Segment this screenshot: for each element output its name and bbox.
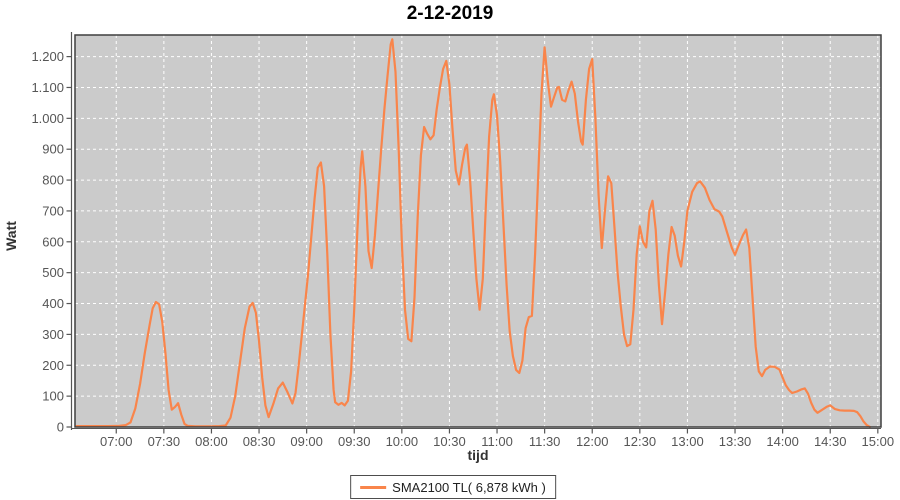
svg-text:13:30: 13:30: [719, 434, 752, 449]
svg-text:12:00: 12:00: [576, 434, 609, 449]
svg-text:09:30: 09:30: [338, 434, 371, 449]
svg-text:100: 100: [42, 389, 64, 404]
svg-text:07:30: 07:30: [148, 434, 181, 449]
svg-text:800: 800: [42, 173, 64, 188]
svg-text:1.000: 1.000: [31, 111, 64, 126]
svg-text:14:30: 14:30: [814, 434, 847, 449]
svg-text:400: 400: [42, 296, 64, 311]
svg-text:300: 300: [42, 327, 64, 342]
svg-text:11:30: 11:30: [529, 434, 561, 449]
plot-area: 0 100 200 300 400 500 600 700 800 900 1.000 1.100 1.…: [31, 32, 895, 449]
svg-text:10:00: 10:00: [386, 434, 419, 449]
y-axis-title: Watt: [3, 221, 19, 251]
legend-line-swatch: [360, 485, 387, 489]
x-axis-title: tijd: [467, 447, 489, 463]
svg-text:200: 200: [42, 358, 64, 373]
svg-text:13:00: 13:00: [671, 434, 704, 449]
svg-text:700: 700: [42, 203, 64, 218]
chart-title: 2-12-2019: [406, 3, 494, 24]
svg-text:07:00: 07:00: [100, 434, 133, 449]
svg-text:08:30: 08:30: [243, 434, 276, 449]
svg-text:08:00: 08:00: [195, 434, 228, 449]
svg-text:900: 900: [42, 142, 64, 157]
svg-text:09:00: 09:00: [290, 434, 323, 449]
svg-text:1.100: 1.100: [31, 80, 64, 95]
svg-text:14:00: 14:00: [766, 434, 799, 449]
svg-text:11:00: 11:00: [481, 434, 513, 449]
svg-text:0: 0: [57, 420, 64, 435]
series-line: [75, 38, 872, 429]
svg-text:1.200: 1.200: [31, 49, 64, 64]
svg-text:15:00: 15:00: [862, 434, 895, 449]
svg-text:10:30: 10:30: [433, 434, 466, 449]
legend: SMA2100 TL( 6,878 kWh ): [350, 475, 556, 499]
svg-text:600: 600: [42, 234, 64, 249]
svg-text:12:30: 12:30: [624, 434, 657, 449]
svg-text:500: 500: [42, 265, 64, 280]
legend-label: SMA2100 TL( 6,878 kWh ): [392, 479, 546, 495]
